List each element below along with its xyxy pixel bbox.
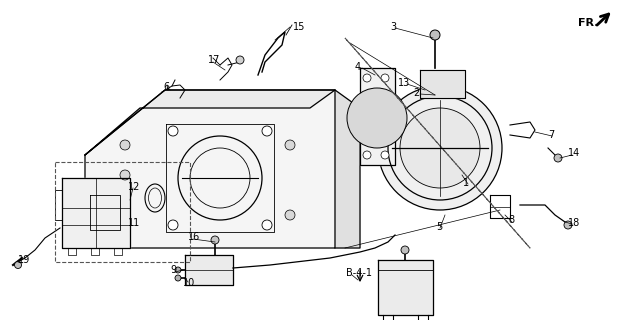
Circle shape — [378, 86, 502, 210]
Circle shape — [14, 261, 21, 268]
Circle shape — [175, 267, 181, 273]
Text: 3: 3 — [390, 22, 396, 32]
Circle shape — [381, 151, 389, 159]
Circle shape — [211, 236, 219, 244]
Polygon shape — [420, 70, 465, 98]
Text: 14: 14 — [568, 148, 580, 158]
Circle shape — [168, 220, 178, 230]
Text: 9: 9 — [170, 265, 176, 275]
Text: 2: 2 — [413, 88, 419, 98]
Polygon shape — [85, 90, 335, 155]
Circle shape — [120, 170, 130, 180]
Text: 1: 1 — [463, 178, 469, 188]
Circle shape — [363, 151, 371, 159]
Text: 11: 11 — [128, 218, 140, 228]
Circle shape — [120, 140, 130, 150]
Polygon shape — [378, 260, 433, 315]
Text: 19: 19 — [18, 255, 30, 265]
Circle shape — [381, 74, 389, 82]
Circle shape — [554, 154, 562, 162]
Text: 18: 18 — [568, 218, 580, 228]
Text: 7: 7 — [548, 130, 554, 140]
Polygon shape — [185, 255, 233, 285]
Text: 4: 4 — [355, 62, 361, 72]
Circle shape — [262, 126, 272, 136]
Circle shape — [347, 88, 407, 148]
Text: 13: 13 — [398, 78, 410, 88]
Text: FR.: FR. — [578, 18, 598, 28]
Circle shape — [168, 126, 178, 136]
Circle shape — [401, 246, 409, 254]
Circle shape — [236, 56, 244, 64]
Circle shape — [262, 220, 272, 230]
Polygon shape — [85, 90, 335, 248]
Circle shape — [285, 210, 295, 220]
Text: 6: 6 — [163, 82, 169, 92]
Text: B-4-1: B-4-1 — [346, 268, 372, 278]
Text: 5: 5 — [436, 222, 442, 232]
Text: 16: 16 — [188, 232, 200, 242]
Circle shape — [400, 108, 480, 188]
Circle shape — [175, 275, 181, 281]
Text: 10: 10 — [183, 278, 195, 288]
Polygon shape — [360, 68, 395, 165]
Circle shape — [363, 74, 371, 82]
Circle shape — [430, 30, 440, 40]
Polygon shape — [62, 178, 130, 248]
Text: 15: 15 — [293, 22, 305, 32]
Polygon shape — [335, 90, 360, 248]
Text: 8: 8 — [508, 215, 514, 225]
Text: 12: 12 — [128, 182, 140, 192]
Text: 17: 17 — [208, 55, 220, 65]
Circle shape — [285, 140, 295, 150]
Circle shape — [564, 221, 572, 229]
